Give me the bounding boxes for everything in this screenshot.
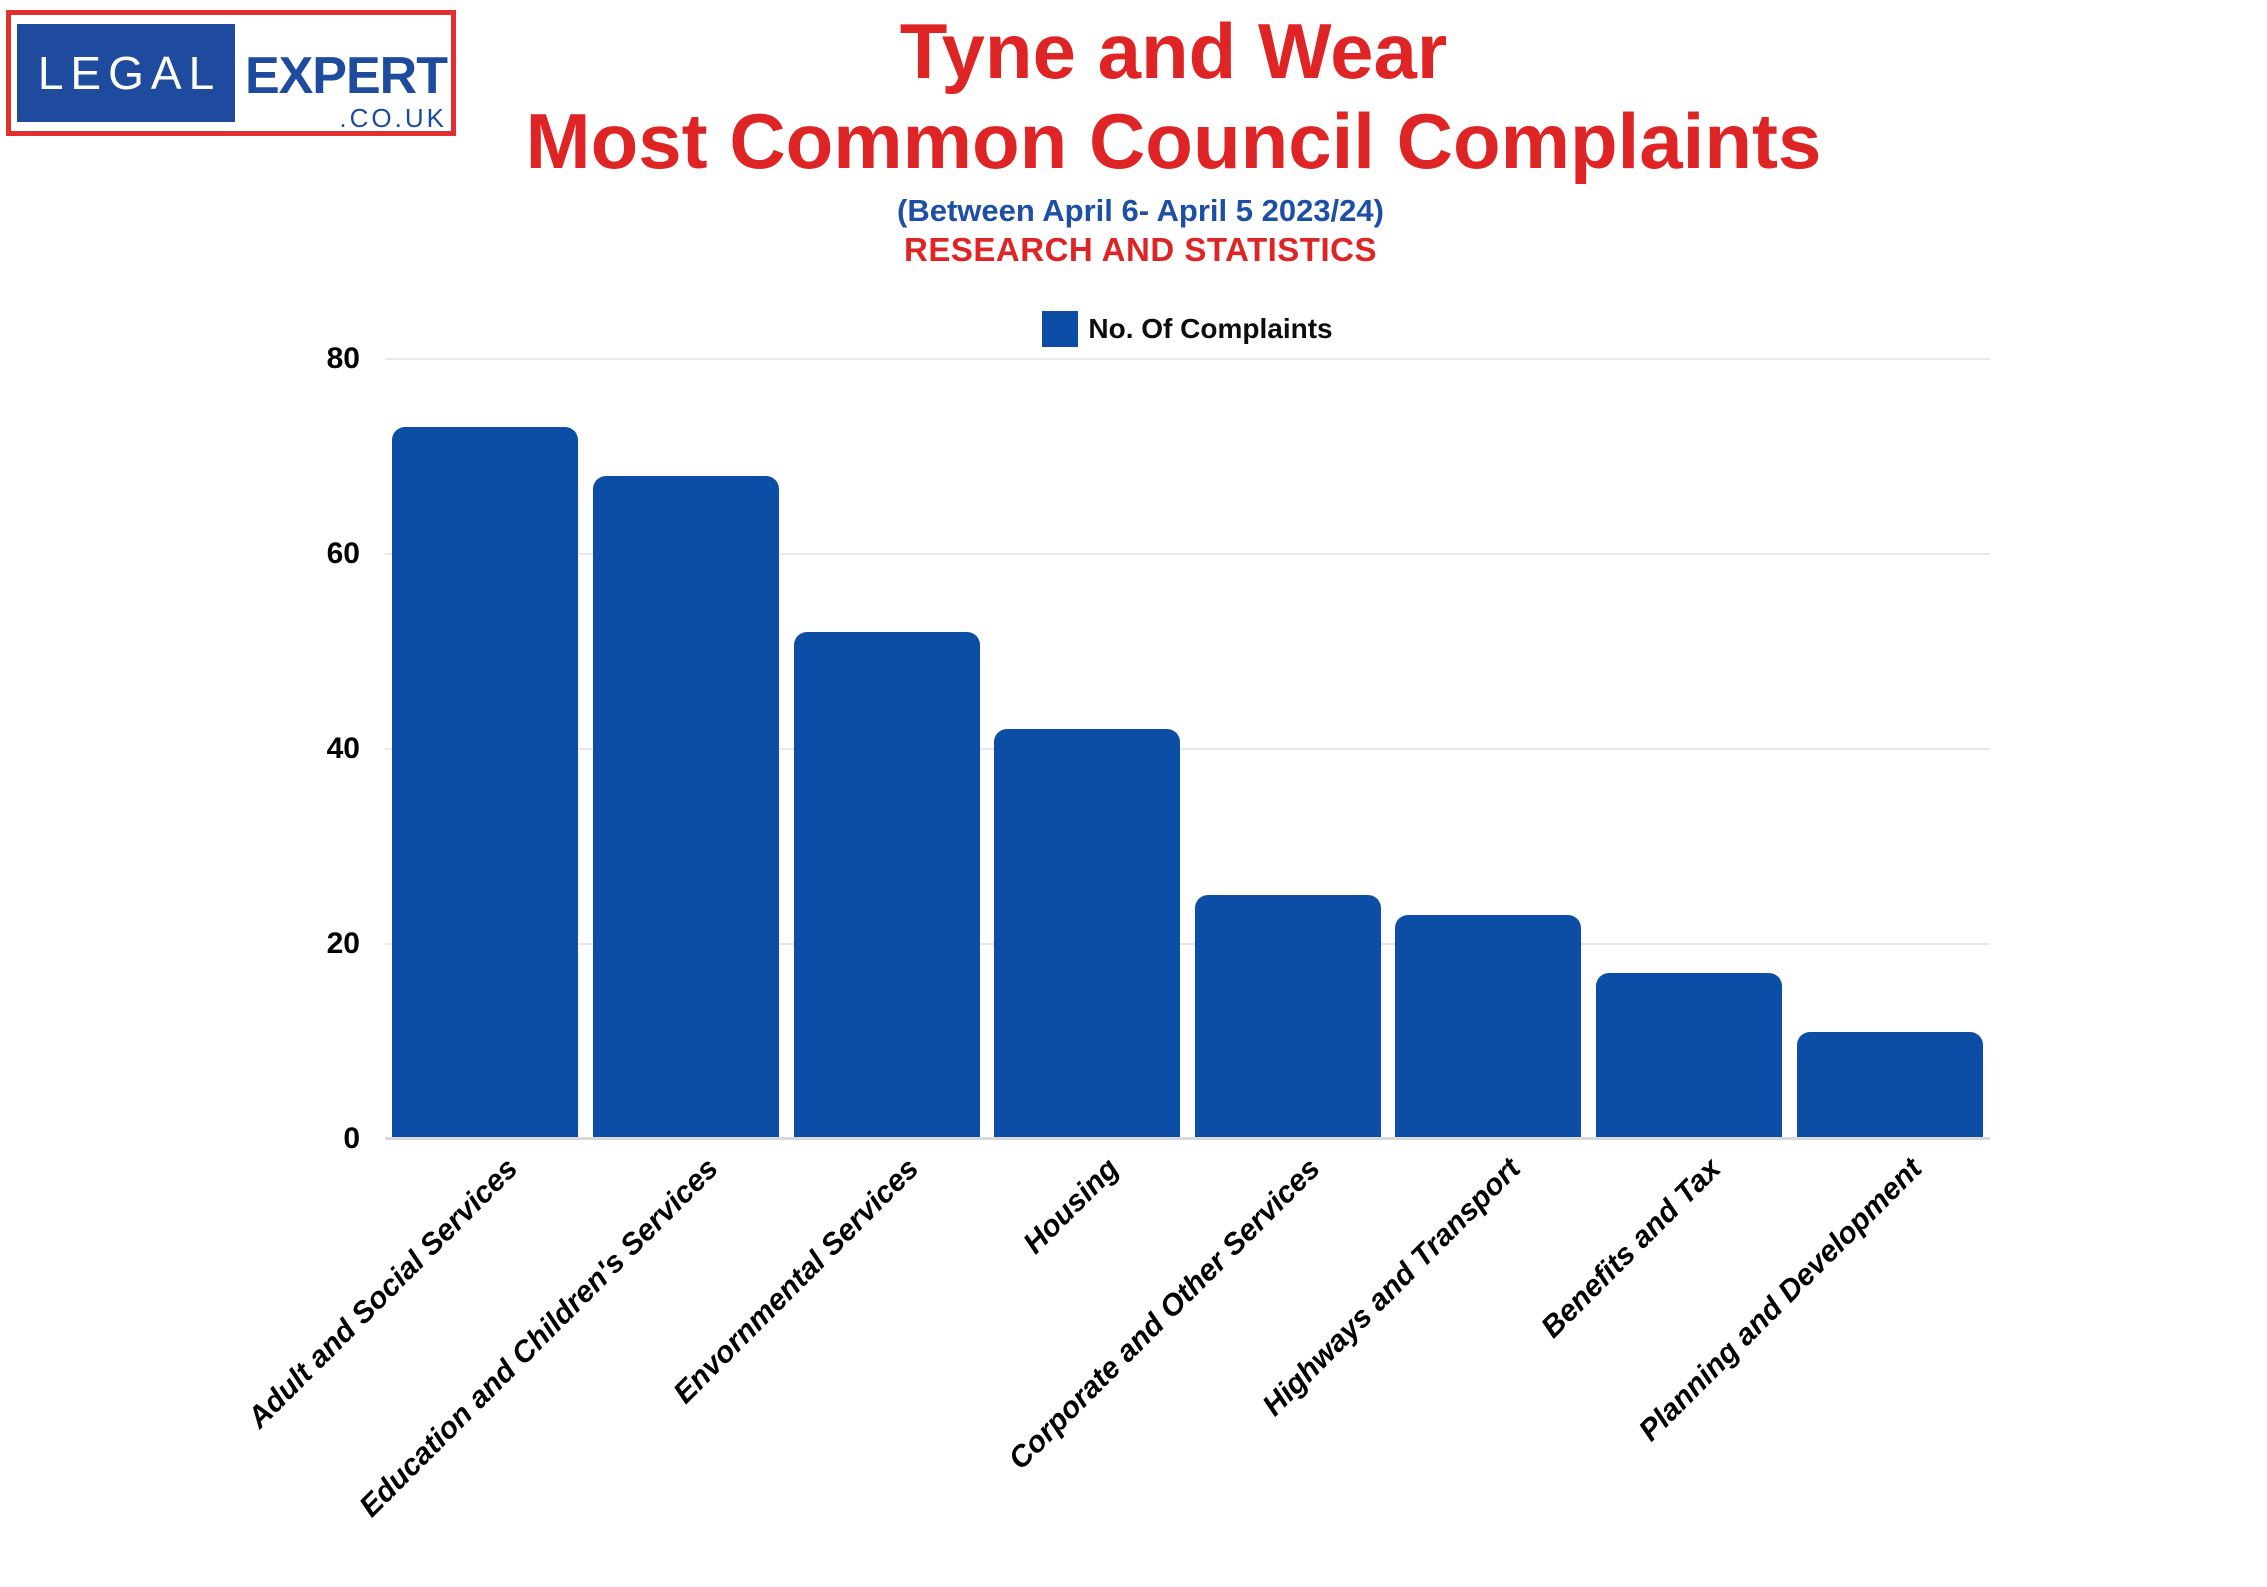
bar-5 — [1395, 915, 1582, 1139]
x-axis-label-6: Benefits and Tax — [1535, 1152, 1728, 1345]
gridline-60 — [385, 553, 1990, 555]
logo-couk-text: .CO.UK — [339, 103, 447, 133]
y-tick-label-20: 20 — [326, 927, 360, 960]
gridline-40 — [385, 748, 1990, 750]
chart-legend: No. Of Complaints — [385, 311, 1990, 347]
y-tick-label-80: 80 — [326, 342, 360, 375]
subtitle-date-range: (Between April 6- April 5 2023/24) — [897, 193, 1384, 228]
bar-0 — [392, 427, 579, 1139]
legend-label: No. Of Complaints — [1088, 313, 1333, 344]
bar-3 — [994, 729, 1181, 1139]
bar-7 — [1796, 1032, 1983, 1139]
bar-6 — [1596, 973, 1783, 1139]
x-axis-baseline — [385, 1137, 1990, 1140]
gridline-20 — [385, 943, 1990, 945]
y-tick-label-40: 40 — [326, 732, 360, 765]
x-axis-label-4: Corporate and Other Services — [1002, 1152, 1327, 1476]
subtitle-research: RESEARCH AND STATISTICS — [904, 231, 1377, 268]
legend-color-swatch — [1042, 311, 1079, 347]
chart-title-block: Tyne and Wear Most Common Council Compla… — [40, 6, 2267, 186]
title-line-2: Most Common Council Complaints — [525, 97, 1822, 185]
gridline-80 — [385, 358, 1990, 360]
chart-subtitle-block: (Between April 6- April 5 2023/24) RESEA… — [7, 192, 2267, 270]
title-line-1: Tyne and Wear — [899, 7, 1448, 95]
bar-2 — [793, 632, 980, 1139]
bar-chart-plot-area: 0 20 40 60 80 Adult and Social Services Educa… — [241, 342, 1990, 1523]
y-tick-label-0: 0 — [343, 1122, 360, 1155]
x-axis-label-3: Housing — [1017, 1152, 1126, 1261]
legal-expert-logo: LEGAL EXPERT .CO.UK — [6, 10, 456, 136]
logo-expert-text: EXPERT — [244, 47, 448, 105]
bar-4 — [1194, 895, 1381, 1139]
logo-right-block: EXPERT .CO.UK — [239, 24, 448, 133]
x-axis-label-1: Education and Children's Services — [352, 1152, 725, 1524]
logo-legal-box: LEGAL — [17, 24, 235, 122]
logo-legal-text: LEGAL — [37, 47, 222, 99]
y-tick-label-60: 60 — [326, 537, 360, 570]
bar-1 — [592, 476, 779, 1139]
